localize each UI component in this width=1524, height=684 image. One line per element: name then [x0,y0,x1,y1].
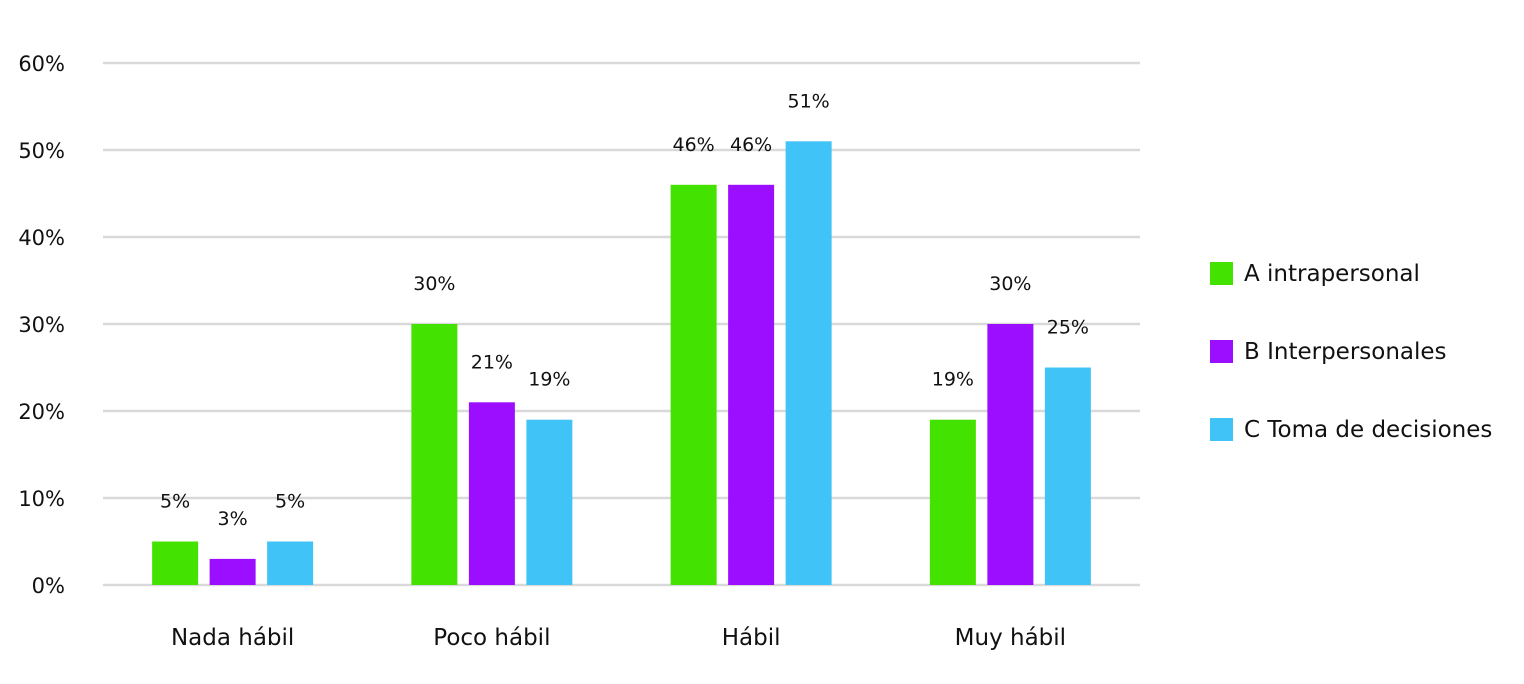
x-category-label: Poco hábil [433,625,550,651]
bar [987,324,1034,585]
data-label: 3% [218,508,248,530]
bar [411,324,458,585]
y-tick-label: 30% [18,313,65,337]
legend-swatch [1210,262,1233,285]
y-tick-label: 50% [18,139,65,163]
bar [267,541,314,585]
bar [1044,367,1091,585]
data-label: 5% [275,491,305,513]
data-label: 19% [932,369,974,391]
bar [526,419,573,585]
bar [728,184,775,586]
legend-label: C Toma de decisiones [1244,417,1492,443]
y-tick-label: 20% [18,400,65,424]
bar [152,541,199,585]
bar [785,141,832,586]
y-tick-label: 60% [18,52,65,76]
data-label: 30% [989,273,1031,295]
y-tick-label: 10% [18,487,65,511]
data-label: 5% [160,491,190,513]
data-label: 51% [788,90,830,112]
data-label: 46% [673,134,715,156]
x-category-label: Nada hábil [171,625,294,651]
data-label: 19% [528,369,570,391]
legend-swatch [1210,418,1233,441]
bar [209,558,256,585]
y-tick-label: 0% [32,574,65,598]
legend-label: A intrapersonal [1244,261,1420,287]
data-label: 30% [413,273,455,295]
bar [929,419,976,585]
x-category-label: Hábil [722,625,781,651]
bar [670,184,717,586]
data-label: 46% [730,134,772,156]
data-label: 21% [471,351,513,373]
legend-swatch [1210,340,1233,363]
legend-label: B Interpersonales [1244,339,1447,365]
bar [468,402,515,585]
data-label: 25% [1047,317,1089,339]
x-category-label: Muy hábil [955,625,1066,651]
y-tick-label: 40% [18,226,65,250]
